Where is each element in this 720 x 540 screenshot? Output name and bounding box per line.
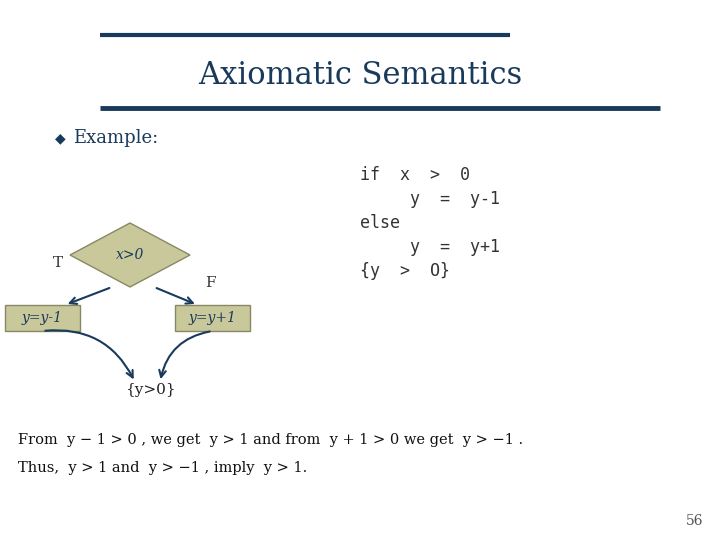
FancyBboxPatch shape	[175, 305, 250, 331]
Text: Thus,  y > 1 and  y > −1 , imply  y > 1.: Thus, y > 1 and y > −1 , imply y > 1.	[18, 461, 307, 475]
FancyArrowPatch shape	[45, 330, 132, 377]
Text: {y>0}: {y>0}	[125, 383, 175, 397]
Text: Example:: Example:	[73, 129, 158, 147]
Text: F: F	[204, 276, 215, 290]
Text: x>0: x>0	[116, 248, 144, 262]
Text: {y  >  O}: {y > O}	[360, 262, 450, 280]
FancyArrowPatch shape	[159, 332, 210, 377]
Text: From  y − 1 > 0 , we get  y > 1 and from  y + 1 > 0 we get  y > −1 .: From y − 1 > 0 , we get y > 1 and from y…	[18, 433, 523, 447]
Text: y  =  y+1: y = y+1	[360, 238, 500, 256]
Text: y=y-1: y=y-1	[22, 311, 63, 325]
Text: else: else	[360, 214, 400, 232]
Polygon shape	[70, 223, 190, 287]
Text: ◆: ◆	[55, 131, 66, 145]
Text: y=y+1: y=y+1	[189, 311, 236, 325]
Text: T: T	[53, 256, 63, 270]
Text: 56: 56	[685, 514, 703, 528]
FancyBboxPatch shape	[5, 305, 80, 331]
Text: y  =  y-1: y = y-1	[360, 190, 500, 208]
Text: Axiomatic Semantics: Axiomatic Semantics	[198, 59, 522, 91]
Text: if  x  >  0: if x > 0	[360, 166, 470, 184]
